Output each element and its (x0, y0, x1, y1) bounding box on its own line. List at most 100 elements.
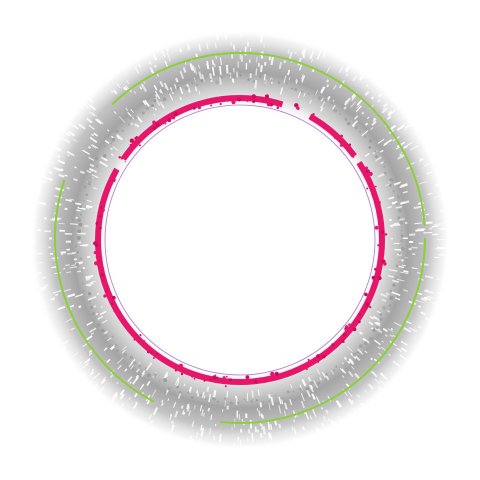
dash-dot (74, 245, 77, 248)
magenta-fleck (93, 241, 98, 246)
speckle (100, 378, 106, 385)
speckle (73, 166, 77, 169)
speckle (67, 130, 75, 137)
speckle (210, 414, 213, 421)
speckle (368, 321, 374, 326)
speckle (369, 126, 374, 131)
speckle (409, 300, 413, 303)
speckle (91, 368, 95, 372)
speckle (414, 222, 423, 225)
speckle (154, 94, 159, 98)
speckle (57, 305, 66, 311)
speckle (445, 222, 455, 225)
dash-dot (151, 104, 154, 108)
magenta-fleck (134, 137, 137, 140)
speckle (52, 290, 62, 294)
speckle (53, 145, 62, 152)
speckle (73, 177, 79, 182)
speckle (161, 104, 165, 109)
speckle (325, 409, 329, 414)
speckle (325, 79, 330, 83)
speckle (399, 183, 408, 189)
speckle (110, 89, 114, 94)
speckle (75, 103, 82, 109)
speckle (99, 160, 108, 168)
speckle (322, 415, 327, 422)
speckle (270, 55, 275, 66)
magenta-fleck (155, 353, 158, 356)
magenta-fleck (95, 255, 100, 259)
dash-dot (264, 80, 267, 83)
speckle (330, 370, 334, 375)
speckle (326, 84, 330, 88)
speckle (415, 299, 424, 303)
speckle (193, 77, 196, 82)
speckle (207, 407, 210, 412)
dash-dot (87, 292, 92, 296)
magenta-fleck (342, 333, 347, 337)
speckle (125, 108, 129, 111)
speckle (287, 69, 291, 76)
speckle (343, 97, 351, 106)
speckle (163, 82, 169, 91)
speckle (72, 138, 78, 143)
speckle (375, 156, 382, 162)
speckle (251, 390, 254, 398)
dash-dot (153, 99, 157, 102)
dash-dot (384, 161, 387, 164)
magenta-fleck (197, 106, 201, 110)
magenta-fleck (174, 369, 177, 372)
speckle (300, 393, 305, 402)
speckle (179, 70, 185, 80)
speckle (337, 400, 342, 407)
speckle (186, 403, 190, 410)
dash-dot (95, 165, 99, 168)
speckle (149, 61, 153, 66)
dash-dot (309, 381, 314, 385)
dash-dot (324, 373, 328, 376)
speckle (293, 428, 297, 436)
speckle (104, 139, 110, 144)
dash-dot (111, 335, 114, 338)
speckle (178, 48, 183, 53)
speckle (86, 169, 92, 174)
magenta-fleck (191, 375, 194, 378)
speckle (128, 417, 132, 422)
dash-dot (163, 378, 168, 383)
magenta-fleck (138, 144, 141, 147)
speckle (355, 394, 359, 398)
speckle (344, 100, 348, 103)
speckle (195, 432, 199, 439)
speckle (402, 190, 408, 194)
magenta-fleck (383, 262, 387, 266)
speckle (323, 51, 326, 56)
dash-dot (317, 381, 321, 385)
speckle (309, 55, 312, 59)
speckle (400, 340, 408, 346)
speckle (391, 279, 400, 283)
speckle (34, 191, 38, 194)
speckle (385, 292, 390, 296)
magenta-fleck (219, 102, 222, 106)
magenta-fleck (246, 100, 249, 102)
speckle (278, 396, 282, 405)
speckle (104, 331, 108, 335)
speckle (285, 429, 287, 433)
speckle (52, 155, 58, 159)
magenta-fleck (296, 106, 300, 110)
magenta-fleck (133, 338, 136, 341)
speckle (89, 327, 97, 333)
dash-dot (374, 150, 377, 153)
dash-dot (314, 93, 316, 95)
speckle (283, 410, 287, 417)
dash-dot (78, 222, 83, 227)
speckle (272, 446, 275, 451)
speckle (38, 292, 42, 295)
speckle (190, 439, 195, 447)
speckle (71, 352, 79, 358)
speckle (145, 362, 153, 371)
speckle (321, 371, 326, 378)
speckle (284, 402, 288, 410)
speckle (100, 305, 104, 308)
speckle (195, 53, 199, 58)
